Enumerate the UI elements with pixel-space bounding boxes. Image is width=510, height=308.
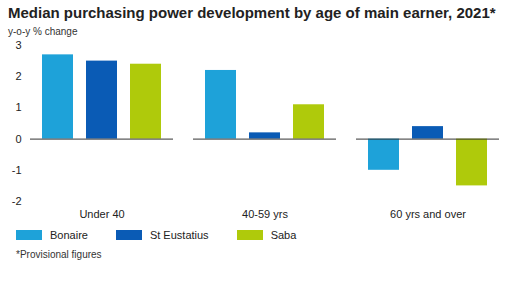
html-text:*Provisional figures: *Provisional figures: [16, 249, 102, 260]
svg-text:0: 0: [15, 133, 21, 145]
svg-text:-1: -1: [12, 164, 22, 176]
svg-text:2: 2: [15, 70, 21, 82]
svg-text:Under 40: Under 40: [79, 208, 124, 220]
html-text:Bonaire: Bonaire: [50, 229, 88, 241]
html-text:y-o-y % change: y-o-y % change: [8, 26, 78, 37]
html-text:Median purchasing power develo: Median purchasing power development by a…: [8, 4, 496, 21]
svg-text:1: 1: [15, 101, 21, 113]
svg-text:-2: -2: [12, 195, 22, 207]
svg-text:60 yrs and over: 60 yrs and over: [390, 208, 466, 220]
svg-text:40-59 yrs: 40-59 yrs: [242, 208, 288, 220]
html-text:Saba: Saba: [270, 229, 297, 241]
html-text:St Eustatius: St Eustatius: [149, 229, 209, 241]
svg-text:3: 3: [15, 39, 21, 51]
